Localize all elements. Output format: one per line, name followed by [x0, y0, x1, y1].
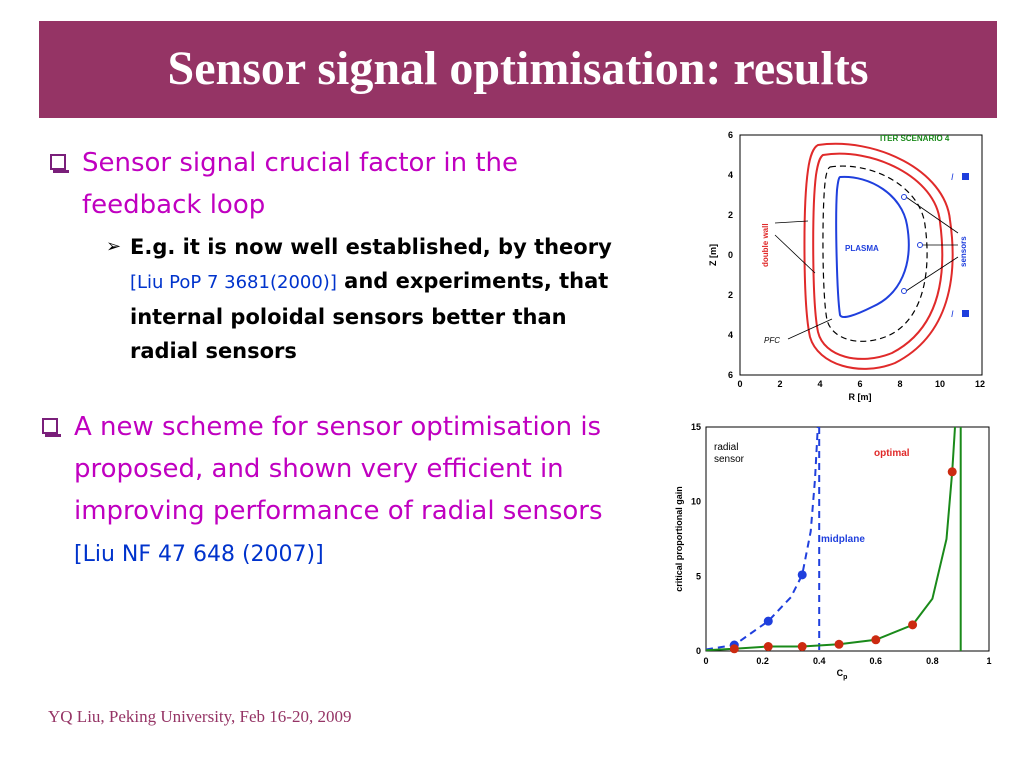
series-1-point	[763, 616, 773, 626]
iter-cross-section-figure: 0 2 4 6 8 10 12 6 4 2 0 2 4 6 R [m] Z [m…	[700, 125, 1000, 405]
arrow-bullet-icon: ➢	[106, 236, 122, 257]
x-tick: 4	[817, 379, 822, 389]
iter-cross-section-svg: 0 2 4 6 8 10 12 6 4 2 0 2 4 6 R [m] Z [m…	[708, 130, 985, 402]
inner-wall	[812, 152, 944, 360]
x-tick: 1	[986, 656, 991, 666]
gain-chart-figure: 0 0.2 0.4 0.6 0.8 1 0 5 10 15 critical proportio…	[670, 415, 1000, 683]
y-tick: 5	[696, 571, 701, 581]
checkbox-bullet-icon	[50, 154, 69, 173]
sub-bullet-text-before: E.g. it is now well established, by theo…	[130, 235, 612, 259]
annotation-midplane: midplane	[821, 534, 865, 545]
arrow-line	[787, 318, 833, 340]
x-axis-label: Cp	[837, 668, 848, 681]
annotation-optimal: optimal	[874, 448, 910, 459]
pfc-label: PFC	[764, 336, 780, 345]
arrow-line	[774, 220, 809, 224]
coil-current-label: I	[951, 172, 954, 182]
y-tick: 6	[728, 370, 733, 380]
arrow-line	[905, 256, 959, 292]
series-2-point	[908, 620, 918, 630]
x-tick: 2	[777, 379, 782, 389]
x-tick: 0.8	[926, 656, 939, 666]
checkbox-bullet-icon	[42, 418, 61, 437]
sensor-marker	[901, 288, 907, 294]
plasma-label: PLASMA	[845, 244, 879, 253]
sub-bullet: ➢ E.g. it is now well established, by th…	[106, 230, 626, 368]
y-tick: 15	[691, 422, 701, 432]
bullet-2-reference: [Liu NF 47 648 (2007)]	[74, 542, 324, 567]
bullet-1: Sensor signal crucial factor in the feed…	[50, 142, 640, 226]
x-tick: 0.4	[813, 656, 826, 666]
outer-wall	[803, 142, 954, 370]
sub-bullet-reference: [Liu PoP 7 3681(2000)]	[130, 272, 337, 293]
y-axis-label: critical proportional gain	[674, 486, 684, 592]
x-tick-labels: 0 2 4 6 8 10 12	[737, 379, 985, 389]
x-tick: 10	[935, 379, 945, 389]
y-tick: 4	[728, 330, 733, 340]
series-2-point	[797, 642, 807, 652]
x-tick: 0	[703, 656, 708, 666]
series-2-point	[834, 639, 844, 649]
bullet-2: A new scheme for sensor optimisation is …	[42, 406, 617, 576]
x-tick: 12	[975, 379, 985, 389]
sensors-label: sensors	[959, 236, 968, 267]
sub-bullet-text-after: and experiments, that internal poloidal …	[130, 269, 609, 363]
series-2-point	[947, 467, 957, 477]
x-tick: 0	[737, 379, 742, 389]
bullet-2-text: A new scheme for sensor optimisation is …	[74, 412, 603, 526]
y-tick: 2	[728, 290, 733, 300]
y-tick: 0	[728, 250, 733, 260]
bullet-1-text: Sensor signal crucial factor in the feed…	[82, 148, 519, 220]
x-tick: 0.6	[870, 656, 883, 666]
y-tick-labels: 0 5 10 15	[691, 422, 701, 656]
y-axis-label: Z [m]	[708, 244, 718, 266]
page-title: Sensor signal optimisation: results	[167, 42, 869, 95]
double-wall-label: double wall	[761, 223, 770, 267]
scenario-label: ITER SCENARIO 4	[880, 134, 950, 143]
chart-frame	[705, 426, 990, 652]
series-layer	[705, 426, 962, 654]
pfc-boundary	[822, 165, 928, 342]
y-tick: 2	[728, 210, 733, 220]
plasma-boundary	[835, 175, 910, 318]
coil-marker	[962, 173, 969, 180]
arrow-line	[774, 234, 816, 274]
gain-chart-svg: 0 0.2 0.4 0.6 0.8 1 0 5 10 15 critical proportio…	[674, 422, 992, 681]
y-tick: 0	[696, 646, 701, 656]
series-2-point	[871, 635, 881, 645]
series-2-point	[763, 642, 773, 652]
coil-current-label: I	[951, 309, 954, 319]
series-2-point	[729, 644, 739, 654]
x-tick: 8	[897, 379, 902, 389]
sensor-marker	[917, 242, 923, 248]
y-tick: 4	[728, 170, 733, 180]
y-tick: 10	[691, 497, 701, 507]
footer: YQ Liu, Peking University, Feb 16-20, 20…	[48, 707, 352, 726]
annotation-radial-sensor: radial sensor	[714, 442, 745, 465]
x-tick-labels: 0 0.2 0.4 0.6 0.8 1	[703, 656, 991, 666]
y-tick: 6	[728, 130, 733, 140]
series-1-point	[797, 570, 807, 580]
x-tick: 0.2	[756, 656, 769, 666]
sensor-marker	[901, 194, 907, 200]
x-tick: 6	[857, 379, 862, 389]
arrow-line	[905, 196, 959, 234]
x-axis-label: R [m]	[849, 392, 872, 402]
title-bar: Sensor signal optimisation: results	[39, 21, 997, 118]
y-tick-labels: 6 4 2 0 2 4 6	[728, 130, 733, 380]
coil-marker	[962, 310, 969, 317]
